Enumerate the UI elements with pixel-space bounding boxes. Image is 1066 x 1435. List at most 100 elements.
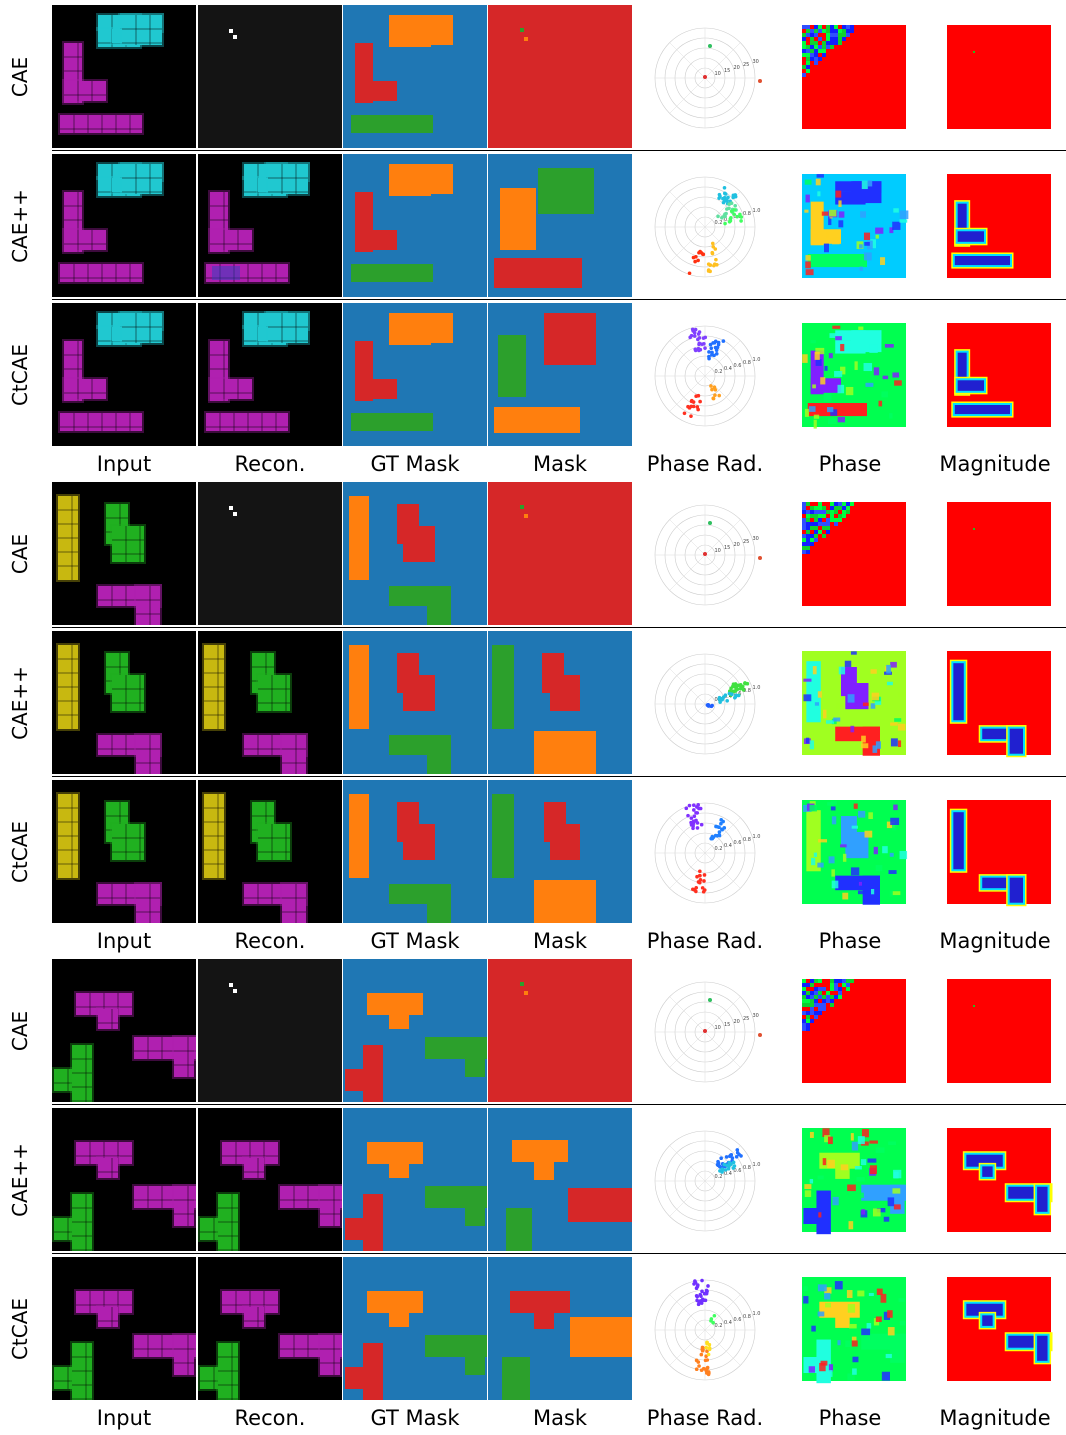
- panel-phase-rad-cae-g2: 10 15 20 25 30: [633, 482, 777, 625]
- panel-input-ctcae-g2-image: [52, 780, 196, 923]
- panel-input-cae-g3-image: [52, 959, 196, 1102]
- row-separator: [52, 1104, 1066, 1105]
- panel-recon-cae-plus-plus-g3-image: [198, 1108, 342, 1251]
- svg-text:15: 15: [724, 68, 730, 74]
- column-label-gt-mask-g1: GT Mask: [370, 452, 460, 476]
- svg-text:10: 10: [715, 1025, 721, 1031]
- panel-input-cae-plus-plus-g3: [52, 1108, 196, 1251]
- svg-text:15: 15: [724, 545, 730, 551]
- panel-phase-cae-g3-image: [778, 959, 922, 1102]
- panel-magnitude-cae-plus-plus-g2-image: [923, 631, 1066, 774]
- panel-input-cae-plus-plus-g1-image: [52, 154, 196, 297]
- panel-input-ctcae-g2: [52, 780, 196, 923]
- panel-phase-rad-cae-g3: 10 15 20 25 30: [633, 959, 777, 1102]
- panel-gt-mask-cae-plus-plus-g3-image: [343, 1108, 487, 1251]
- panel-mask-ctcae-g1: [488, 303, 632, 446]
- column-label-phase-rad-g3: Phase Rad.: [646, 1406, 764, 1430]
- panel-recon-ctcae-g2: [198, 780, 342, 923]
- panel-mask-ctcae-g2-image: [488, 780, 632, 923]
- panel-recon-cae-plus-plus-g3: [198, 1108, 342, 1251]
- panel-input-cae-plus-plus-g3-image: [52, 1108, 196, 1251]
- svg-text:10: 10: [715, 548, 721, 554]
- row-label-cae-g1-text: CAE: [8, 56, 33, 97]
- svg-text:1.0: 1.0: [753, 208, 761, 214]
- panel-phase-rad-ctcae-g1: 0.2 0.4 0.6 0.8 1.0: [633, 303, 777, 446]
- panel-mask-cae-g2: [488, 482, 632, 625]
- panel-input-ctcae-g3: [52, 1257, 196, 1400]
- panel-phase-ctcae-g3: [778, 1257, 922, 1400]
- svg-text:0.4: 0.4: [724, 366, 732, 372]
- panel-magnitude-cae-plus-plus-g1: [923, 154, 1066, 297]
- svg-text:0.6: 0.6: [734, 691, 742, 697]
- panel-phase-cae-g2-image: [778, 482, 922, 625]
- row-separator: [52, 150, 1066, 151]
- svg-text:25: 25: [743, 539, 749, 545]
- svg-text:0.2: 0.2: [715, 220, 723, 226]
- svg-text:0.4: 0.4: [724, 1320, 732, 1326]
- svg-text:25: 25: [743, 62, 749, 68]
- panel-gt-mask-ctcae-g2: [343, 780, 487, 923]
- panel-gt-mask-cae-plus-plus-g1-image: [343, 154, 487, 297]
- panel-recon-cae-g3: [198, 959, 342, 1102]
- panel-recon-cae-g2-image: [198, 482, 342, 625]
- panel-recon-cae-plus-plus-g2-image: [198, 631, 342, 774]
- panel-mask-cae-plus-plus-g2-image: [488, 631, 632, 774]
- panel-input-cae-g3: [52, 959, 196, 1102]
- panel-phase-cae-g3: [778, 959, 922, 1102]
- panel-phase-cae-plus-plus-g1: [778, 154, 922, 297]
- svg-text:0.4: 0.4: [724, 694, 732, 700]
- column-label-magnitude-g3: Magnitude: [939, 1406, 1051, 1430]
- row-label-ctcae-g1-text: CtCAE: [8, 343, 32, 406]
- svg-text:10: 10: [715, 71, 721, 77]
- svg-text:30: 30: [753, 536, 759, 542]
- panel-input-ctcae-g3-image: [52, 1257, 196, 1400]
- panel-gt-mask-cae-plus-plus-g2-image: [343, 631, 487, 774]
- panel-gt-mask-cae-g3: [343, 959, 487, 1102]
- row-label-ctcae-g3: CtCAE: [0, 1257, 40, 1400]
- panel-recon-cae-plus-plus-g2: [198, 631, 342, 774]
- svg-text:0.6: 0.6: [734, 1317, 742, 1323]
- panel-phase-rad-ctcae-g2-image: 0.2 0.4 0.6 0.8 1.0: [633, 780, 777, 923]
- panel-gt-mask-cae-g1-image: [343, 5, 487, 148]
- panel-input-cae-plus-plus-g2-image: [52, 631, 196, 774]
- svg-text:15: 15: [724, 1022, 730, 1028]
- panel-mask-ctcae-g3-image: [488, 1257, 632, 1400]
- panel-gt-mask-cae-plus-plus-g2: [343, 631, 487, 774]
- panel-magnitude-ctcae-g2: [923, 780, 1066, 923]
- panel-phase-cae-plus-plus-g2-image: [778, 631, 922, 774]
- panel-phase-cae-g1: [778, 5, 922, 148]
- svg-text:30: 30: [753, 59, 759, 65]
- svg-text:0.8: 0.8: [743, 837, 751, 843]
- svg-text:0.2: 0.2: [715, 1323, 723, 1329]
- panel-recon-ctcae-g1: [198, 303, 342, 446]
- svg-text:0.2: 0.2: [715, 846, 723, 852]
- panel-phase-rad-cae-plus-plus-g3: 0.2 0.4 0.6 0.8 1.0: [633, 1108, 777, 1251]
- panel-magnitude-cae-g3: [923, 959, 1066, 1102]
- row-label-cae-plus-plus-g1-text: CAE++: [8, 188, 32, 263]
- svg-text:0.8: 0.8: [743, 360, 751, 366]
- column-label-mask-g2: Mask: [532, 929, 588, 953]
- panel-magnitude-cae-g2-image: [923, 482, 1066, 625]
- panel-phase-rad-cae-g1-image: 10 15 20 25 30: [633, 5, 777, 148]
- panel-phase-rad-cae-plus-plus-g1: 0.20.40.60.81.0: [633, 154, 777, 297]
- panel-gt-mask-ctcae-g1: [343, 303, 487, 446]
- row-label-ctcae-g3-text: CtCAE: [8, 1297, 32, 1360]
- panel-phase-rad-cae-plus-plus-g1-image: 0.20.40.60.81.0: [633, 154, 777, 297]
- column-label-phase-rad-g2: Phase Rad.: [646, 929, 764, 953]
- panel-input-ctcae-g1: [52, 303, 196, 446]
- svg-text:0.4: 0.4: [724, 217, 732, 223]
- row-separator: [52, 1253, 1066, 1254]
- panel-phase-rad-cae-g2-image: 10 15 20 25 30: [633, 482, 777, 625]
- panel-magnitude-ctcae-g1: [923, 303, 1066, 446]
- svg-text:0.6: 0.6: [734, 840, 742, 846]
- panel-mask-cae-g2-image: [488, 482, 632, 625]
- svg-text:25: 25: [743, 1016, 749, 1022]
- panel-magnitude-cae-plus-plus-g3: [923, 1108, 1066, 1251]
- panel-mask-cae-g3-image: [488, 959, 632, 1102]
- panel-recon-cae-g3-image: [198, 959, 342, 1102]
- column-label-input-g1: Input: [96, 452, 152, 476]
- panel-recon-ctcae-g1-image: [198, 303, 342, 446]
- row-separator: [52, 776, 1066, 777]
- svg-text:1.0: 1.0: [753, 685, 761, 691]
- panel-gt-mask-cae-plus-plus-g3: [343, 1108, 487, 1251]
